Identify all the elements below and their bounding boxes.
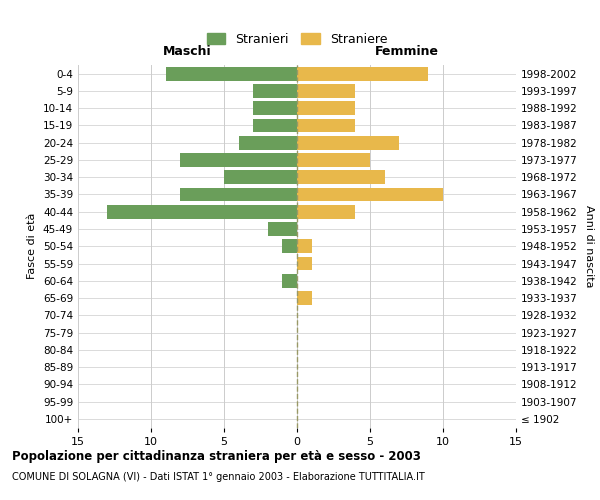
Bar <box>253 118 297 132</box>
Bar <box>268 222 297 236</box>
Bar <box>239 136 297 149</box>
Bar <box>297 153 370 167</box>
Y-axis label: Fasce di età: Fasce di età <box>28 213 37 280</box>
Bar <box>297 170 385 184</box>
Text: COMUNE DI SOLAGNA (VI) - Dati ISTAT 1° gennaio 2003 - Elaborazione TUTTITALIA.IT: COMUNE DI SOLAGNA (VI) - Dati ISTAT 1° g… <box>12 472 425 482</box>
Legend: Stranieri, Straniere: Stranieri, Straniere <box>202 28 392 50</box>
Bar <box>253 101 297 115</box>
Bar <box>166 66 297 80</box>
Bar <box>283 274 297 287</box>
Bar <box>297 240 311 253</box>
Bar <box>297 101 355 115</box>
Bar <box>180 188 297 202</box>
Bar <box>297 291 311 305</box>
Bar <box>283 240 297 253</box>
Text: Maschi: Maschi <box>163 45 212 58</box>
Bar <box>297 256 311 270</box>
Text: Femmine: Femmine <box>374 45 439 58</box>
Bar <box>297 118 355 132</box>
Text: Popolazione per cittadinanza straniera per età e sesso - 2003: Popolazione per cittadinanza straniera p… <box>12 450 421 463</box>
Bar <box>297 205 355 218</box>
Bar <box>180 153 297 167</box>
Bar <box>297 136 399 149</box>
Y-axis label: Anni di nascita: Anni di nascita <box>584 205 594 288</box>
Bar <box>297 188 443 202</box>
Bar <box>107 205 297 218</box>
Bar <box>297 66 428 80</box>
Bar <box>253 84 297 98</box>
Bar <box>224 170 297 184</box>
Bar <box>297 84 355 98</box>
